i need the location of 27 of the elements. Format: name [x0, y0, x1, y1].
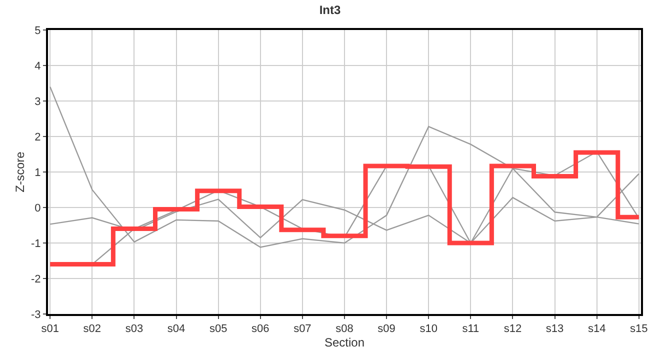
- x-tick-label: s13: [546, 323, 564, 336]
- x-tick-label: s06: [252, 323, 270, 336]
- y-tick-label: 1: [34, 166, 41, 179]
- x-tick-label: s14: [588, 323, 606, 336]
- x-tick-label: s05: [209, 323, 228, 336]
- x-tick-label: s11: [462, 323, 480, 336]
- x-tick-label: s12: [504, 323, 522, 336]
- x-tick-label: s07: [294, 323, 312, 336]
- x-axis-title: Section: [324, 336, 365, 350]
- x-tick-label: s08: [336, 323, 354, 336]
- y-tick-label: 5: [34, 24, 41, 37]
- x-tick-label: s15: [630, 323, 648, 336]
- x-tick-label: s10: [420, 323, 438, 336]
- y-tick-label: -2: [31, 273, 41, 286]
- x-tick-label: s09: [378, 323, 396, 336]
- x-tick-label: s02: [83, 323, 102, 336]
- y-tick-label: -1: [31, 238, 41, 250]
- y-tick-label: 4: [34, 60, 41, 72]
- x-tick-label: s01: [41, 323, 59, 336]
- y-axis-title: Z-score: [12, 151, 27, 192]
- y-tick-label: -3: [31, 308, 41, 321]
- y-tick-label: 0: [34, 202, 41, 214]
- y-tick-label: 2: [34, 131, 41, 144]
- y-tick-label: 3: [34, 96, 41, 108]
- chart-title: Int3: [319, 2, 341, 17]
- x-tick-label: s04: [167, 323, 186, 336]
- x-tick-label: s03: [125, 323, 144, 336]
